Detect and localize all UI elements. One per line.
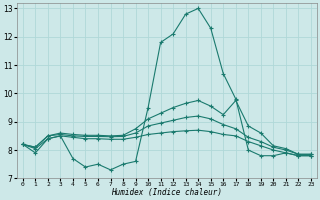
X-axis label: Humidex (Indice chaleur): Humidex (Indice chaleur) <box>111 188 222 197</box>
